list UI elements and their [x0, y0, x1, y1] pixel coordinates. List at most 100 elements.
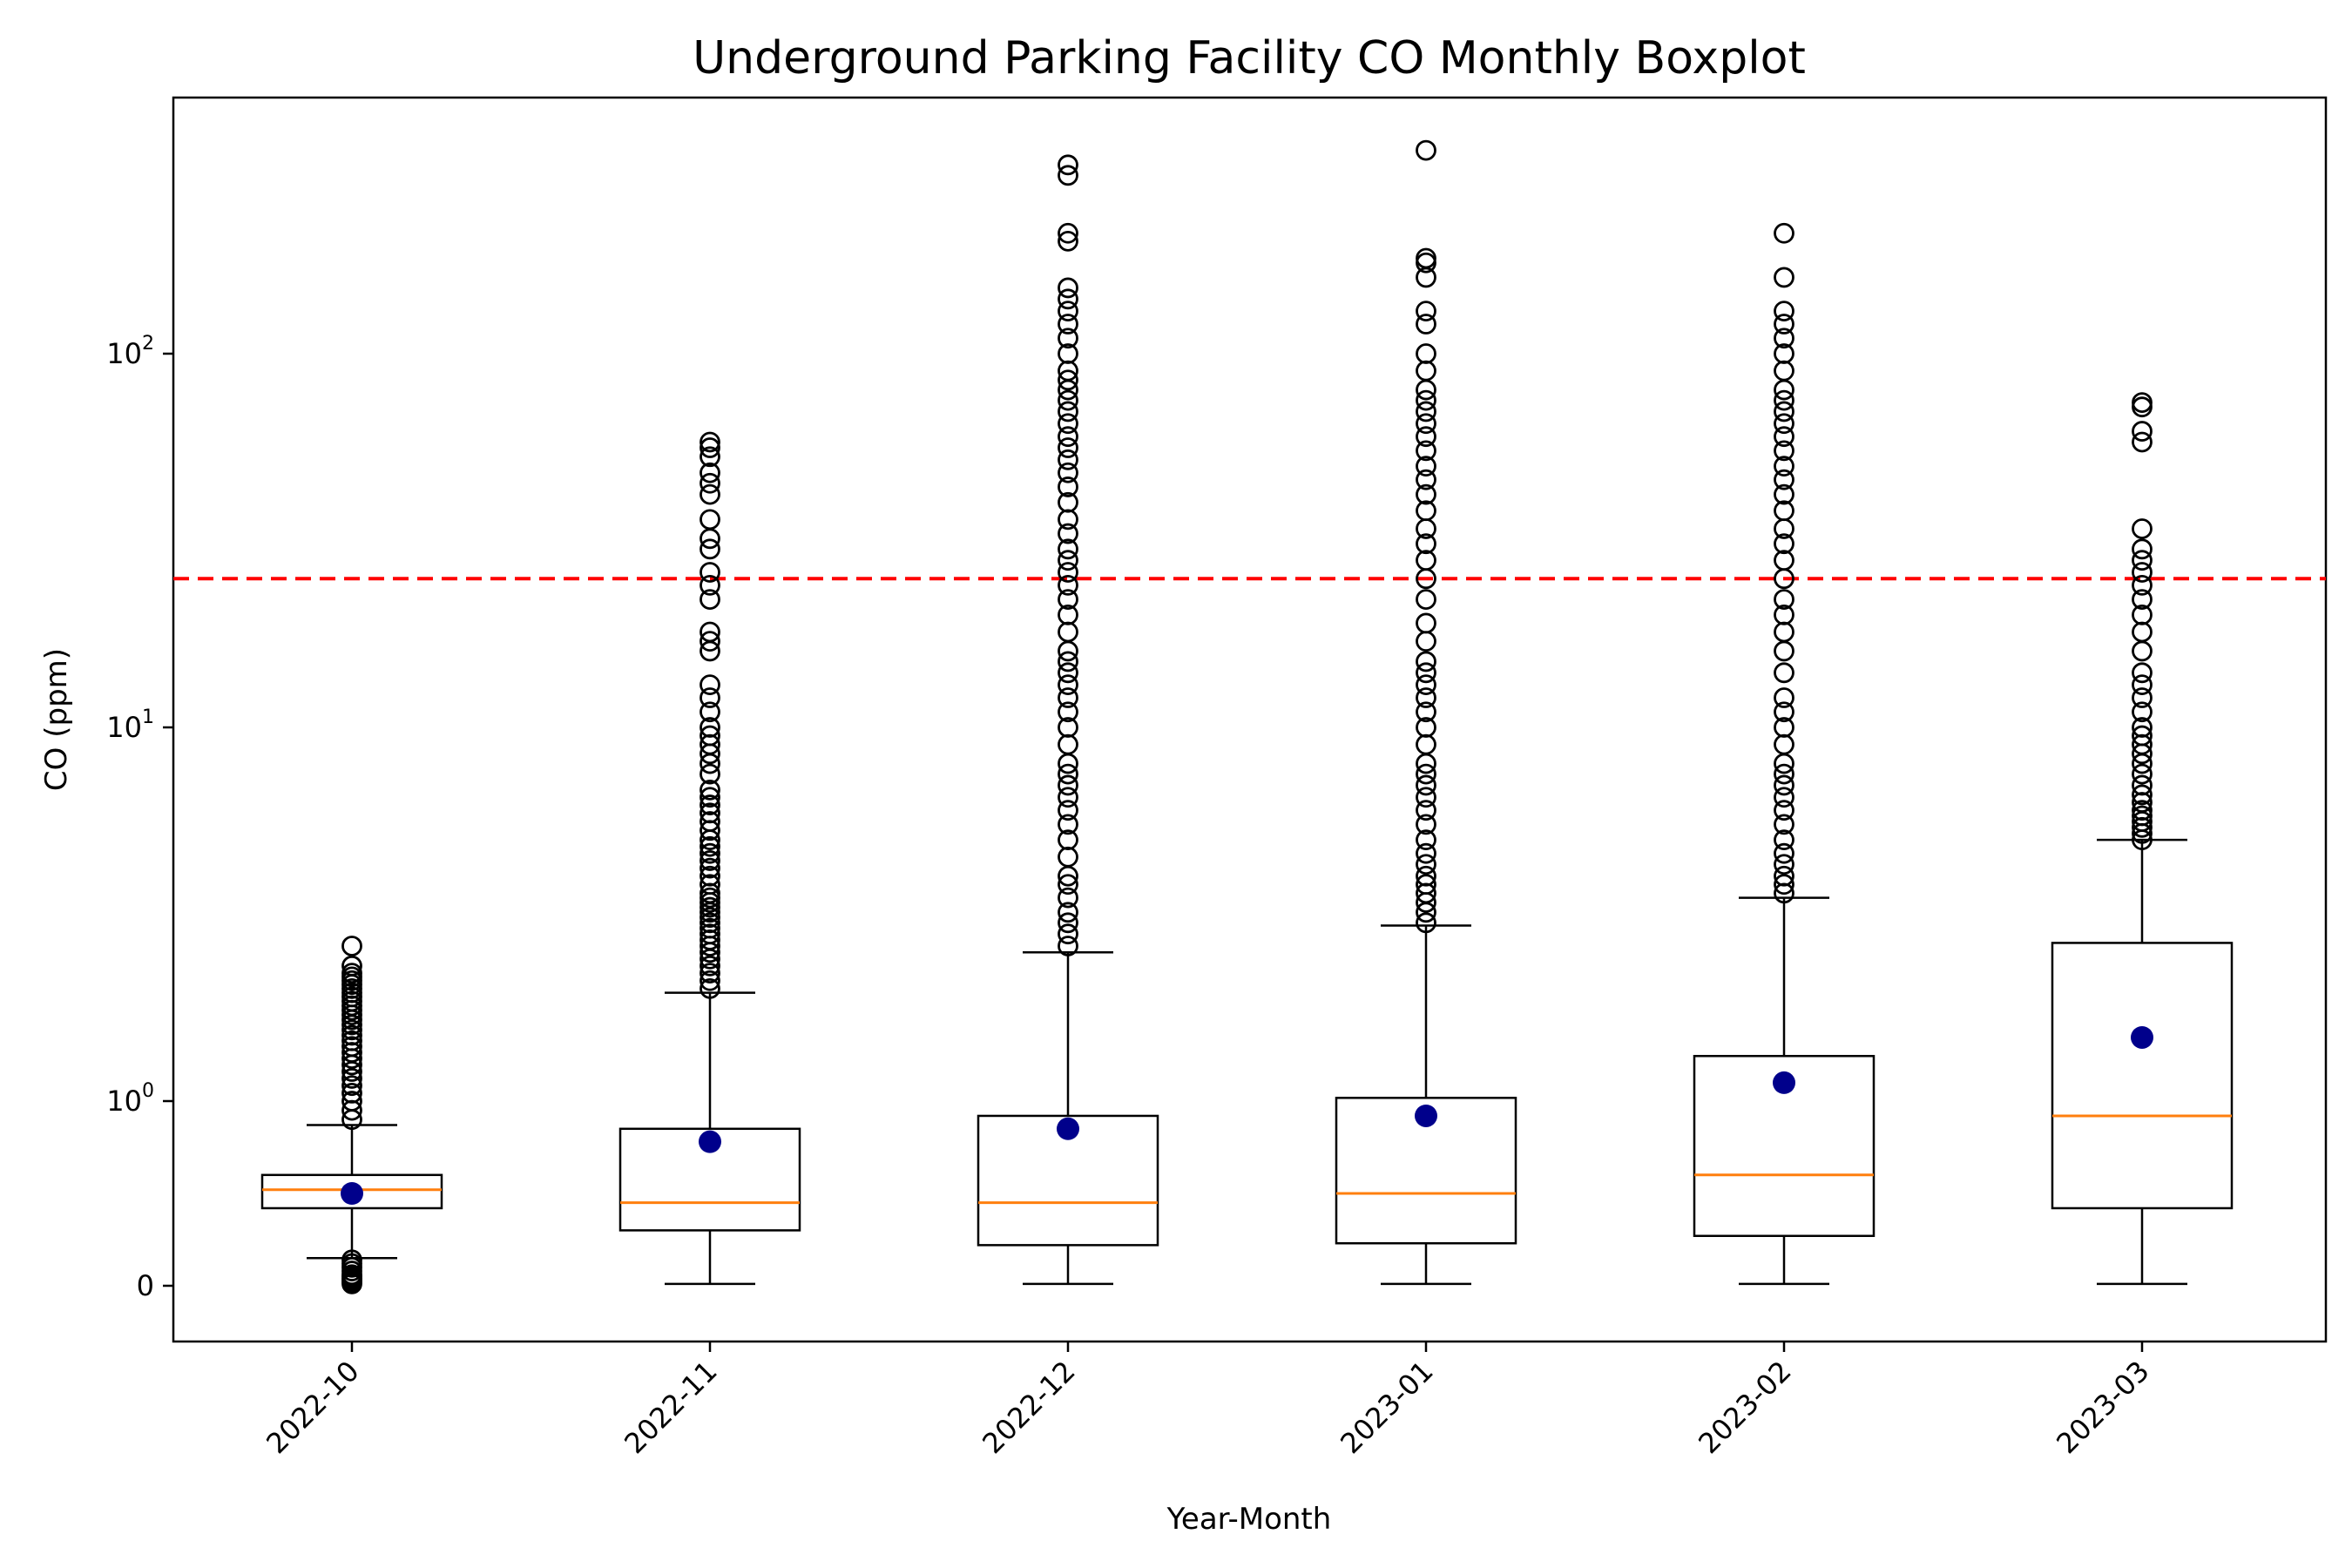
outlier-point: [2132, 589, 2153, 611]
outlier-point: [341, 1068, 362, 1089]
outlier-point: [1416, 440, 1436, 462]
outlier-point: [1416, 314, 1436, 335]
outlier-point: [1058, 369, 1078, 391]
outlier-point: [1058, 829, 1078, 851]
mean-point: [699, 1130, 721, 1153]
outlier-point: [700, 802, 720, 824]
outlier-point: [1058, 902, 1078, 923]
outlier-point: [1058, 462, 1078, 483]
outlier-point: [1416, 687, 1436, 708]
outlier-point: [1416, 865, 1436, 887]
outlier-point: [2132, 725, 2153, 747]
outlier-point: [1416, 533, 1436, 555]
outlier-point: [1058, 774, 1078, 796]
outlier-point: [1774, 500, 1794, 522]
mean-point: [341, 1182, 363, 1205]
outlier-point: [700, 842, 720, 864]
outlier-point: [700, 955, 720, 977]
y-tick-label: 0: [137, 1269, 154, 1302]
outlier-point: [700, 462, 720, 483]
outlier-point: [1774, 589, 1794, 611]
outlier-point: [700, 850, 720, 871]
outlier-point: [1058, 800, 1078, 821]
outlier-point: [1058, 674, 1078, 696]
outlier-point: [1058, 717, 1078, 738]
outlier-point: [1058, 401, 1078, 422]
outlier-point: [1774, 314, 1794, 335]
outlier-point: [1058, 476, 1078, 497]
outlier-point: [1416, 814, 1436, 835]
outlier-point: [1416, 717, 1436, 738]
outlier-point: [700, 865, 720, 887]
outlier-point: [1058, 230, 1078, 252]
outlier-point: [1058, 550, 1078, 571]
outlier-point: [1058, 701, 1078, 723]
outlier-point: [700, 631, 720, 652]
outlier-point: [1416, 426, 1436, 448]
outlier-point: [700, 431, 720, 453]
box-2023-01: [1335, 139, 1517, 1286]
outlier-point: [1774, 787, 1794, 808]
outlier-point: [1774, 469, 1794, 490]
box-2022-11: [618, 431, 801, 1286]
outlier-point: [700, 538, 720, 560]
outlier-point: [341, 955, 362, 977]
outlier-point: [1774, 604, 1794, 625]
outlier-point: [700, 574, 720, 596]
outlier-point: [2132, 421, 2153, 442]
outlier-point: [1416, 483, 1436, 505]
outlier-point: [1416, 139, 1436, 161]
outlier-point: [1416, 842, 1436, 864]
outlier-point: [1774, 267, 1794, 288]
outlier-point: [1416, 774, 1436, 796]
outlier-point: [2132, 717, 2153, 738]
outlier-point: [700, 912, 720, 934]
outlier-point: [1058, 574, 1078, 596]
outlier-point: [1058, 301, 1078, 322]
outlier-point: [341, 1019, 362, 1041]
outlier-point: [1058, 562, 1078, 583]
outlier-point: [1058, 328, 1078, 349]
outlier-point: [2132, 701, 2153, 723]
outlier-point: [700, 437, 720, 458]
outlier-point: [2132, 604, 2153, 625]
outlier-point: [1774, 389, 1794, 411]
outlier-point: [1058, 389, 1078, 411]
mean-point: [1057, 1117, 1079, 1140]
outlier-point: [1774, 440, 1794, 462]
outlier-point: [700, 621, 720, 643]
outlier-point: [700, 963, 720, 984]
y-tick-label: 101: [106, 706, 154, 744]
y-tick-label: 102: [106, 333, 154, 370]
x-axis-label: Year-Month: [1166, 1502, 1332, 1537]
outlier-point: [1774, 800, 1794, 821]
plot-area-frame: [172, 96, 2328, 1343]
outlier-point: [1058, 787, 1078, 808]
outlier-point: [1774, 829, 1794, 851]
outlier-point: [1416, 674, 1436, 696]
outlier-point: [700, 763, 720, 785]
outlier-point: [341, 1249, 362, 1271]
outlier-point: [1058, 413, 1078, 435]
mean-point: [2131, 1025, 2153, 1049]
outlier-point: [1058, 912, 1078, 934]
outlier-point: [1058, 222, 1078, 244]
outlier-point: [1774, 456, 1794, 477]
outlier-point: [341, 963, 362, 984]
outlier-point: [2132, 431, 2153, 453]
outlier-point: [1774, 763, 1794, 785]
outlier-point: [700, 687, 720, 708]
outlier-point: [1416, 874, 1436, 896]
outlier-point: [700, 917, 720, 939]
outlier-point: [1058, 589, 1078, 611]
outlier-point: [1774, 687, 1794, 708]
y-tick-label: 100: [106, 1080, 154, 1118]
outlier-point: [700, 589, 720, 611]
box-2022-10: [260, 936, 443, 1294]
outlier-point: [1058, 426, 1078, 448]
outlier-point: [1058, 874, 1078, 896]
outlier-point: [1058, 538, 1078, 560]
outlier-point: [2132, 662, 2153, 684]
outlier-point: [1416, 343, 1436, 364]
